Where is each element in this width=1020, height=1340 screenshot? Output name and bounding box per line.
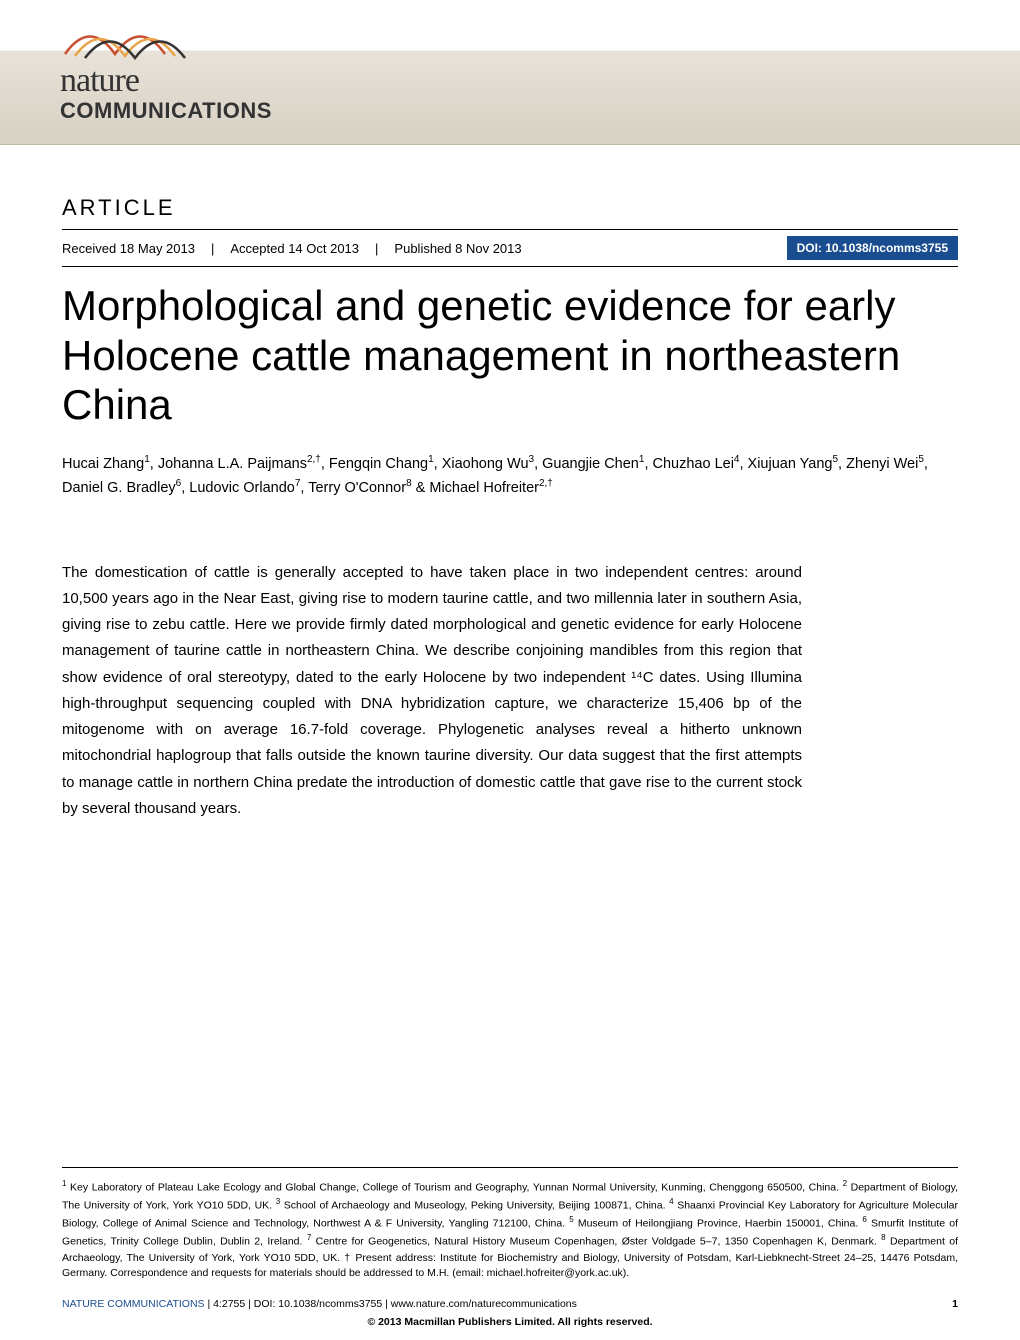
affiliations-block: 1 Key Laboratory of Plateau Lake Ecology… xyxy=(62,1167,958,1283)
logo-text-communications: COMMUNICATIONS xyxy=(60,98,272,124)
journal-banner: nature COMMUNICATIONS xyxy=(0,0,1020,145)
footer-citation: NATURE COMMUNICATIONS | 4:2755 | DOI: 10… xyxy=(62,1298,577,1310)
article-content: ARTICLE Received 18 May 2013 | Accepted … xyxy=(0,145,1020,822)
article-type-label: ARTICLE xyxy=(62,195,958,221)
published-date: Published 8 Nov 2013 xyxy=(394,241,521,256)
date-separator: | xyxy=(211,241,214,256)
affiliations-text: 1 Key Laboratory of Plateau Lake Ecology… xyxy=(62,1178,958,1283)
received-date: Received 18 May 2013 xyxy=(62,241,195,256)
footer-journal-name: NATURE COMMUNICATIONS xyxy=(62,1298,205,1310)
logo-text-nature: nature xyxy=(60,62,139,100)
abstract-text: The domestication of cattle is generally… xyxy=(62,560,802,823)
footer-citation-line: NATURE COMMUNICATIONS | 4:2755 | DOI: 10… xyxy=(62,1298,958,1310)
date-separator: | xyxy=(375,241,378,256)
page-footer: NATURE COMMUNICATIONS | 4:2755 | DOI: 10… xyxy=(0,1298,1020,1328)
copyright-text: © 2013 Macmillan Publishers Limited. All… xyxy=(62,1316,958,1328)
logo-wave-icon xyxy=(60,14,280,62)
accepted-date: Accepted 14 Oct 2013 xyxy=(230,241,359,256)
publication-dates-row: Received 18 May 2013 | Accepted 14 Oct 2… xyxy=(62,229,958,267)
footer-citation-details: | 4:2755 | DOI: 10.1038/ncomms3755 | www… xyxy=(205,1298,577,1310)
doi-badge[interactable]: DOI: 10.1038/ncomms3755 xyxy=(787,236,958,260)
article-title: Morphological and genetic evidence for e… xyxy=(62,281,958,430)
author-list: Hucai Zhang1, Johanna L.A. Paijmans2,†, … xyxy=(62,452,958,500)
page-number: 1 xyxy=(952,1298,958,1310)
journal-logo: nature COMMUNICATIONS xyxy=(60,14,280,114)
